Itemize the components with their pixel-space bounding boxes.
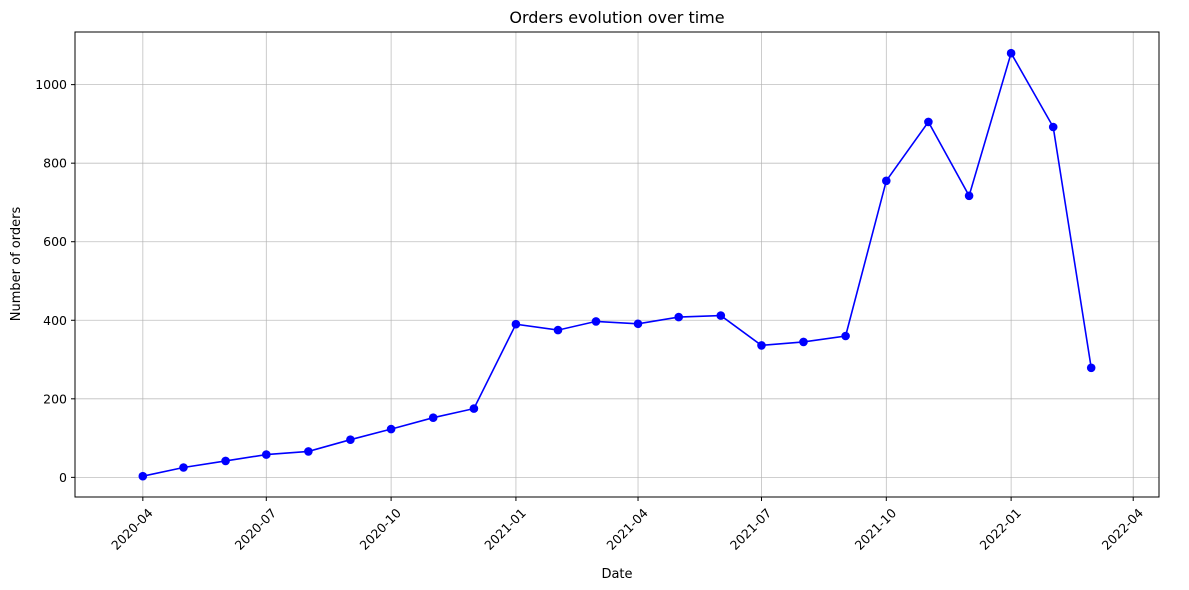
y-tick-label: 400 — [43, 313, 67, 328]
data-point — [757, 341, 766, 350]
data-point — [882, 176, 891, 186]
data-point — [346, 435, 355, 445]
y-tick-label: 200 — [43, 391, 67, 406]
data-point — [964, 191, 974, 201]
data-point — [428, 413, 438, 423]
y-tick-label: 800 — [43, 156, 67, 171]
data-point — [553, 325, 563, 335]
y-tick-label: 0 — [59, 470, 67, 485]
data-point — [511, 319, 521, 329]
data-point — [1086, 363, 1096, 373]
x-axis-label: Date — [601, 567, 632, 582]
data-point — [386, 424, 396, 434]
data-point — [799, 337, 808, 347]
plot-frame — [74, 31, 1160, 498]
data-point — [633, 319, 643, 329]
chart-title: Orders evolution over time — [509, 8, 724, 27]
data-point — [1006, 48, 1016, 58]
data-point — [221, 456, 230, 466]
y-axis-label: Number of orders — [9, 207, 24, 322]
grid — [75, 32, 1159, 497]
data-point — [924, 117, 933, 127]
data-point — [469, 404, 479, 413]
data-point — [138, 471, 148, 481]
series-line — [142, 51, 1092, 477]
data-point — [179, 463, 188, 472]
data-point — [1048, 122, 1058, 132]
data-point — [674, 312, 683, 322]
data-point — [716, 311, 726, 320]
y-tick-label: 1000 — [35, 77, 67, 92]
data-point — [304, 447, 313, 456]
y-tick-label: 600 — [43, 234, 67, 249]
plot-area — [75, 32, 1159, 497]
series-layer — [138, 48, 1096, 481]
data-point — [591, 317, 601, 326]
data-point — [262, 450, 271, 459]
data-point — [841, 331, 850, 341]
